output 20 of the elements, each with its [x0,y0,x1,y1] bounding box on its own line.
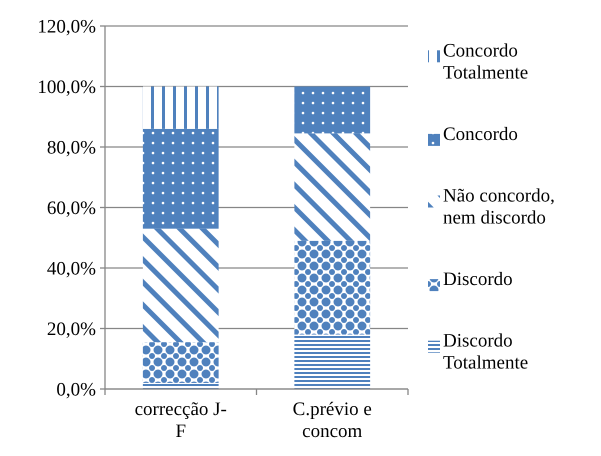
y-tick-label: 100,0% [37,77,96,98]
bar [294,86,370,134]
y-tick-label: 20,0% [46,319,96,340]
y-tick-label: 120,0% [37,16,96,38]
legend-label: Concordo [443,124,518,145]
y-tick-label: 80,0% [46,138,96,159]
legend-label: Concordo Totalmente [443,40,528,84]
bar [142,86,219,129]
y-tick-label: 0,0% [56,380,96,401]
bar [294,240,370,335]
legend-label: Discordo [443,269,513,290]
legend-label: Discordo Totalmente [443,330,528,374]
legend-label: Não concordo, nem discordo [443,186,555,228]
bar [294,133,370,241]
y-tick-label: 60,0% [46,198,96,220]
bar [142,128,219,229]
x-tick-label: C.prévio e concom [292,399,372,442]
x-tick-label: correcção J-F [134,399,227,442]
bar [142,342,219,383]
y-tick-label: 40,0% [46,258,96,280]
